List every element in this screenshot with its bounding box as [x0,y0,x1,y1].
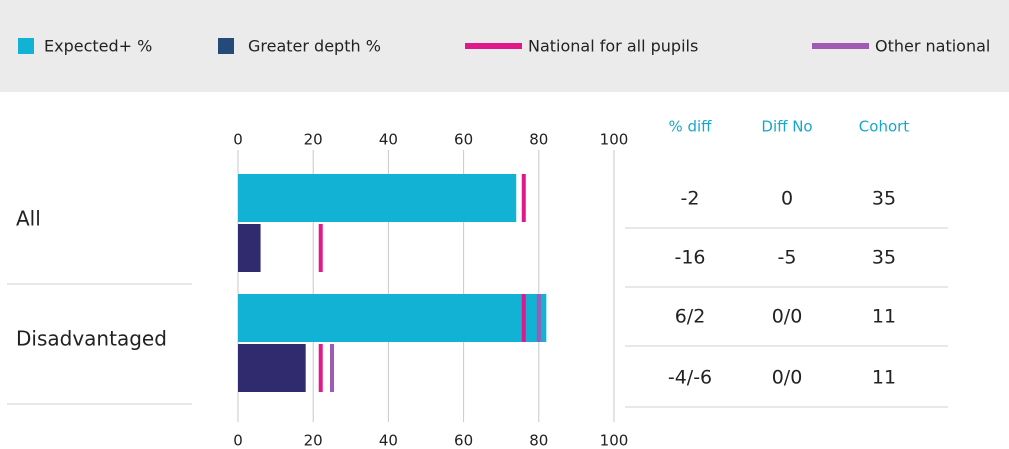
bar [238,294,547,342]
x-tick-label: 60 [454,432,473,449]
legend-swatch [812,43,869,49]
table-cell: -5 [778,247,797,269]
x-tick-label: 40 [379,131,398,149]
reference-marker [318,224,323,272]
table-cell: -2 [681,188,700,210]
table-cell: 0 [781,188,793,210]
x-tick-label: 0 [233,432,243,449]
reference-marker [330,344,334,392]
x-tick-label: 100 [600,432,629,449]
x-tick-label: 60 [454,131,473,149]
reference-marker [521,294,526,342]
x-tick-label: 0 [233,131,243,149]
legend-swatch [465,43,522,49]
table-cell: -4/-6 [668,367,712,389]
table-cell: 0/0 [772,306,803,328]
legend-label: Expected+ % [44,37,152,56]
category-label: Disadvantaged [16,327,167,351]
x-tick-label: 40 [379,432,398,449]
table-cell: 0/0 [772,367,803,389]
reference-marker [536,294,541,342]
x-tick-label: 20 [304,131,323,149]
bar [238,174,517,222]
table-cell: 35 [872,188,896,210]
x-tick-label: 80 [529,131,548,149]
reference-marker [521,174,526,222]
legend-label: National for all pupils [528,37,698,56]
table-cell: 35 [872,247,896,269]
table-header: Diff No [761,118,812,136]
table-cell: 6/2 [675,306,706,328]
legend-swatch [218,38,234,54]
category-label: All [16,207,41,231]
x-tick-label: 20 [304,432,323,449]
reference-marker [318,344,323,392]
legend-label: Other national [875,37,990,56]
table-cell: -16 [674,247,705,269]
bar [238,344,306,392]
x-tick-label: 100 [600,131,629,149]
x-tick-label: 80 [529,432,548,449]
legend-label: Greater depth % [248,37,381,56]
table-cell: 11 [872,306,896,328]
legend-swatch [18,38,34,54]
bar [238,224,261,272]
table-header: % diff [668,118,712,136]
table-cell: 11 [872,367,896,389]
table-header: Cohort [859,118,910,136]
